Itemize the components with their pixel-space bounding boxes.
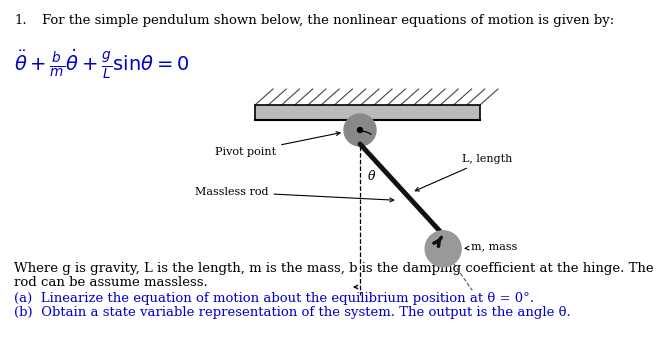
Text: L, length: L, length xyxy=(415,154,512,191)
Text: (a)  Linearize the equation of motion about the equilibrium position at θ = 0°.: (a) Linearize the equation of motion abo… xyxy=(14,292,534,305)
Text: m, mass: m, mass xyxy=(465,241,518,251)
Text: Pivot point: Pivot point xyxy=(215,132,340,157)
Text: $\ddot{\theta}+\frac{b}{m}\dot{\theta}+\frac{g}{L}\mathrm{sin}\theta=0$: $\ddot{\theta}+\frac{b}{m}\dot{\theta}+\… xyxy=(14,48,189,81)
Text: Where g is gravity, L is the length, m is the mass, b is the damping coefficient: Where g is gravity, L is the length, m i… xyxy=(14,262,654,275)
Text: θ: θ xyxy=(368,169,375,183)
Circle shape xyxy=(344,114,376,146)
Text: Massless rod: Massless rod xyxy=(195,187,394,202)
Text: For the simple pendulum shown below, the nonlinear equations of motion is given : For the simple pendulum shown below, the… xyxy=(42,14,614,27)
Text: (b)  Obtain a state variable representation of the system. The output is the ang: (b) Obtain a state variable representati… xyxy=(14,306,570,319)
Bar xyxy=(255,105,480,120)
Text: 1.: 1. xyxy=(14,14,26,27)
Circle shape xyxy=(425,231,461,267)
Circle shape xyxy=(358,127,362,132)
Text: rod can be assume massless.: rod can be assume massless. xyxy=(14,276,208,289)
